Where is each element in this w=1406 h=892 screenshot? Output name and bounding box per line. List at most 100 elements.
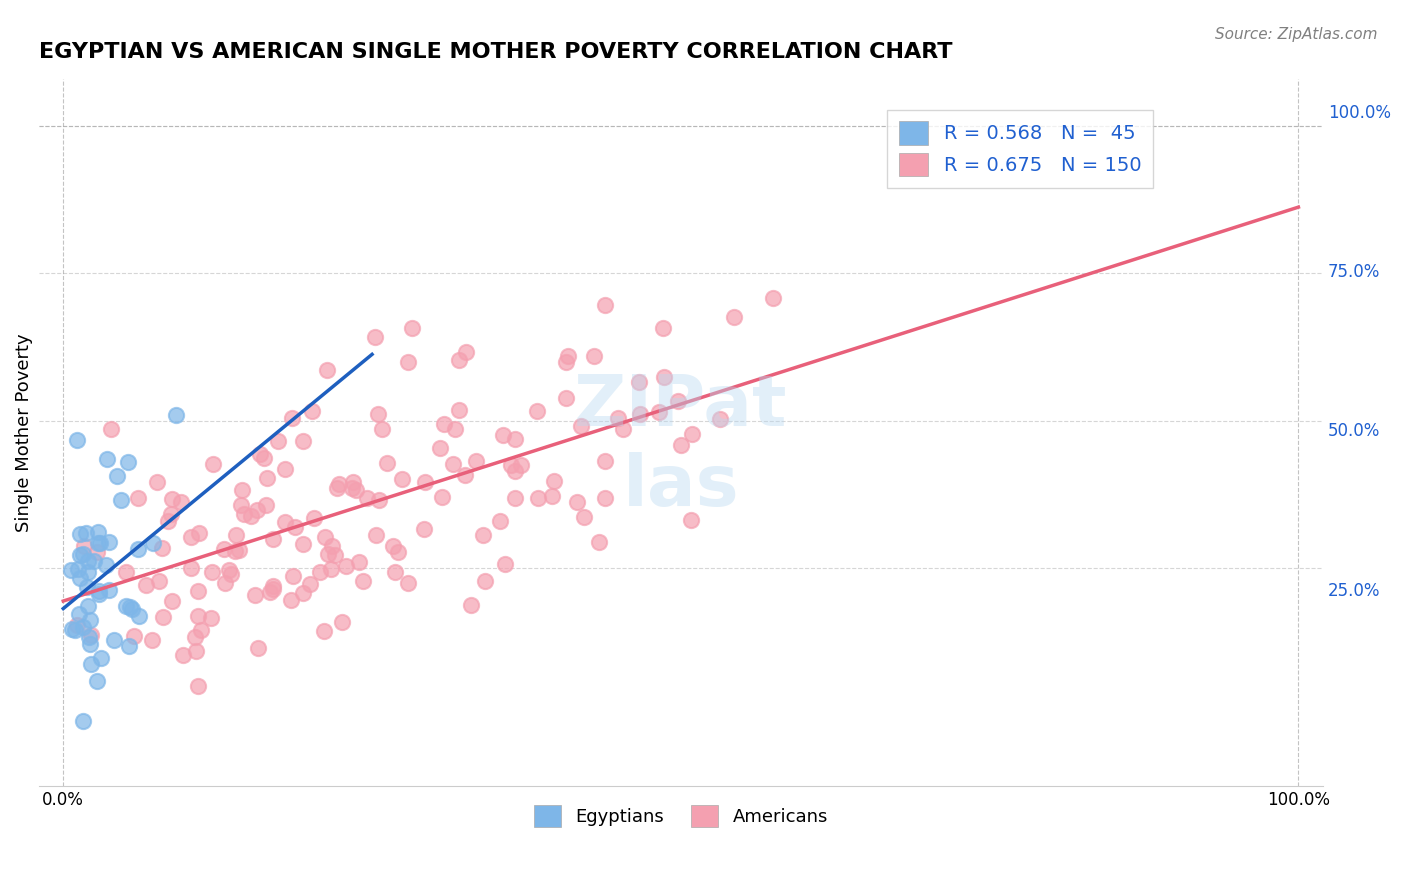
Point (384, 565, 406, 579)
Point (180, 530, 202, 544)
Point (316, 363, 339, 377)
Point (651, 321, 673, 335)
Point (254, 498, 277, 512)
Point (503, 432, 526, 446)
Point (344, 483, 367, 497)
Point (681, 426, 703, 441)
Point (460, 599, 482, 613)
Point (441, 457, 464, 471)
Point (87, 583, 110, 598)
Point (83, 554, 105, 568)
Point (69, 527, 91, 541)
Point (233, 507, 256, 521)
Point (114, 565, 136, 579)
Point (115, 599, 138, 613)
Point (79, 657, 101, 672)
Point (593, 491, 616, 506)
Point (187, 609, 209, 624)
Point (503, 491, 526, 505)
Point (231, 483, 253, 498)
Point (224, 544, 246, 558)
Point (262, 533, 284, 547)
Point (77, 631, 100, 645)
Point (66, 617, 89, 632)
Point (607, 411, 630, 425)
Point (391, 472, 413, 486)
Point (273, 462, 295, 476)
Point (69, 548, 91, 562)
Point (89, 586, 111, 600)
Point (652, 370, 675, 384)
Point (449, 403, 471, 417)
Text: ZIPat
las: ZIPat las (574, 372, 787, 521)
Point (87, 525, 110, 540)
Point (188, 525, 211, 540)
Point (165, 409, 187, 423)
Point (612, 422, 634, 436)
Point (135, 577, 157, 591)
Point (118, 639, 141, 653)
Point (249, 447, 271, 461)
Point (124, 629, 146, 643)
Point (98, 534, 121, 549)
Point (541, 489, 564, 503)
Point (141, 632, 163, 647)
Point (301, 404, 323, 418)
Point (371, 422, 394, 436)
Point (148, 574, 170, 588)
Point (595, 454, 617, 468)
Point (76, 566, 98, 580)
Point (266, 434, 288, 448)
Point (252, 450, 274, 465)
Point (90, 651, 112, 665)
Point (73, 539, 96, 553)
Point (72, 620, 94, 634)
Point (583, 349, 606, 363)
Point (79, 637, 101, 651)
Point (321, 539, 343, 553)
Point (75, 525, 97, 540)
Point (543, 475, 565, 489)
Point (172, 648, 194, 662)
Point (274, 515, 297, 529)
Point (239, 509, 262, 524)
Point (342, 475, 364, 489)
Point (79, 613, 101, 627)
Point (648, 405, 671, 419)
Point (387, 545, 409, 559)
Point (382, 539, 405, 553)
Point (444, 422, 467, 436)
Point (246, 503, 269, 517)
Point (200, 611, 222, 625)
Point (86, 674, 108, 689)
Point (464, 453, 486, 467)
Point (557, 349, 579, 363)
Point (565, 495, 588, 509)
Point (59, 563, 82, 577)
Point (103, 632, 125, 647)
Point (247, 640, 270, 655)
Point (87, 536, 110, 550)
Point (152, 610, 174, 624)
Point (367, 407, 389, 421)
Point (262, 582, 284, 596)
Point (280, 593, 302, 607)
Point (454, 467, 477, 482)
Y-axis label: Single Mother Poverty: Single Mother Poverty (15, 334, 32, 532)
Point (170, 495, 193, 509)
Point (723, 310, 745, 325)
Point (281, 568, 304, 582)
Point (97, 582, 120, 597)
Point (190, 623, 212, 637)
Point (314, 530, 336, 544)
Point (454, 345, 477, 359)
Point (117, 455, 139, 469)
Point (474, 574, 496, 589)
Point (76, 599, 98, 613)
Point (415, 475, 437, 489)
Point (709, 412, 731, 426)
Point (396, 354, 419, 368)
Point (142, 536, 165, 550)
Point (110, 492, 132, 507)
Point (76, 580, 98, 594)
